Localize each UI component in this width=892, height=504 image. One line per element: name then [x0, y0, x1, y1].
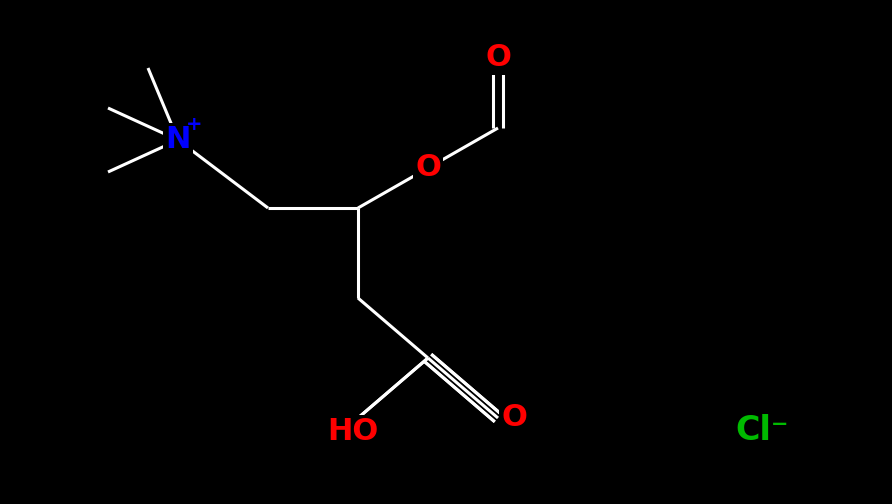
Text: O: O	[415, 154, 441, 182]
Text: N: N	[165, 125, 191, 155]
Text: HO: HO	[327, 417, 378, 447]
Text: O: O	[501, 404, 527, 432]
Text: +: +	[186, 114, 202, 134]
Text: O: O	[485, 43, 511, 73]
Text: Cl⁻: Cl⁻	[735, 413, 789, 447]
